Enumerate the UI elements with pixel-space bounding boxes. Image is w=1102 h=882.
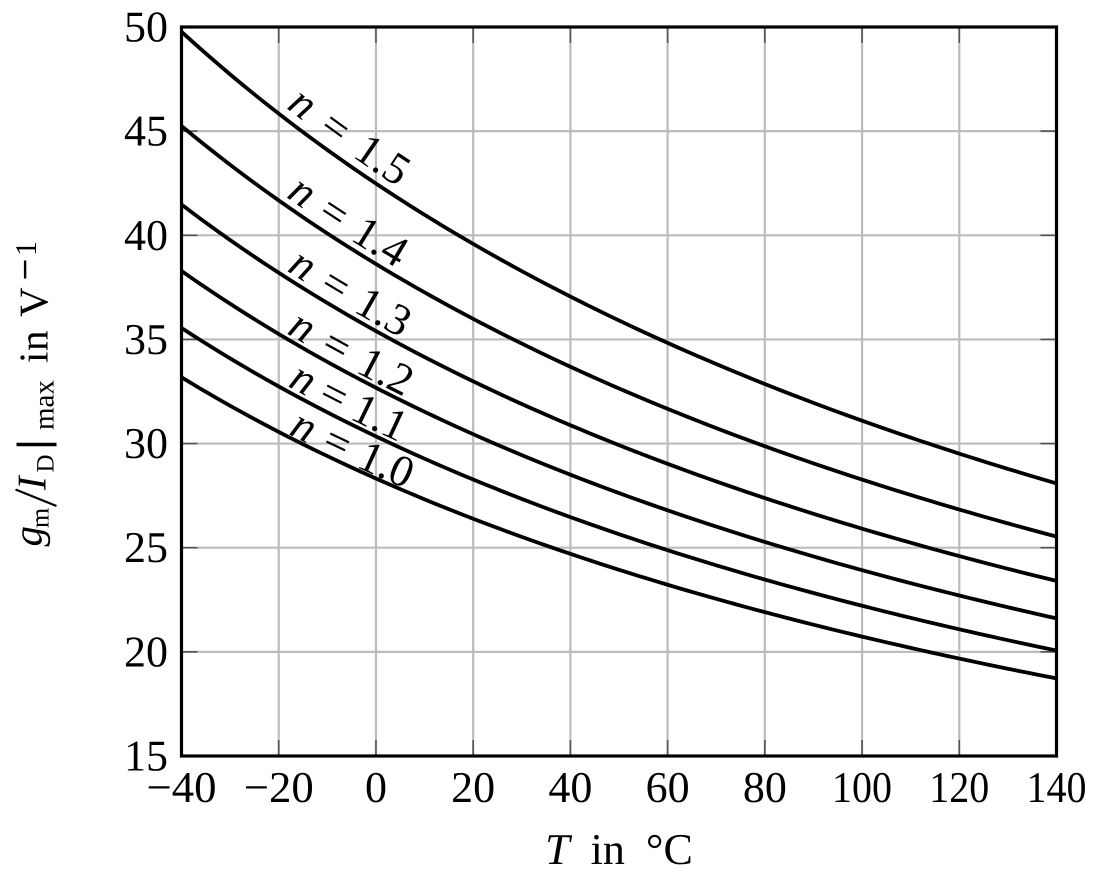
- svg-text:40: 40: [548, 763, 592, 812]
- svg-text:140: 140: [1027, 763, 1087, 812]
- svg-text:−20: −20: [244, 763, 314, 812]
- svg-text:40: 40: [124, 211, 168, 260]
- svg-text:25: 25: [124, 523, 168, 572]
- svg-text:80: 80: [743, 763, 787, 812]
- svg-text:−40: −40: [147, 763, 217, 812]
- svg-text:V: V: [11, 287, 57, 317]
- svg-text:120: 120: [929, 763, 989, 812]
- svg-text:max: max: [29, 380, 61, 430]
- svg-text:D: D: [33, 454, 60, 472]
- svg-text:20: 20: [124, 627, 168, 676]
- svg-text:60: 60: [646, 763, 690, 812]
- svg-text:35: 35: [124, 315, 168, 364]
- svg-text:T in °C: T in °C: [545, 825, 693, 874]
- svg-text:30: 30: [124, 419, 168, 468]
- svg-text:20: 20: [451, 763, 495, 812]
- svg-text:100: 100: [832, 763, 892, 812]
- svg-text:1: 1: [10, 241, 43, 256]
- svg-text:45: 45: [124, 107, 168, 156]
- svg-text:15: 15: [124, 732, 168, 781]
- svg-text:in: in: [11, 331, 57, 364]
- svg-text:50: 50: [124, 3, 168, 52]
- svg-text:0: 0: [365, 763, 387, 812]
- svg-text:I: I: [9, 474, 55, 491]
- svg-text:g: g: [5, 526, 51, 547]
- svg-text:m: m: [26, 508, 55, 528]
